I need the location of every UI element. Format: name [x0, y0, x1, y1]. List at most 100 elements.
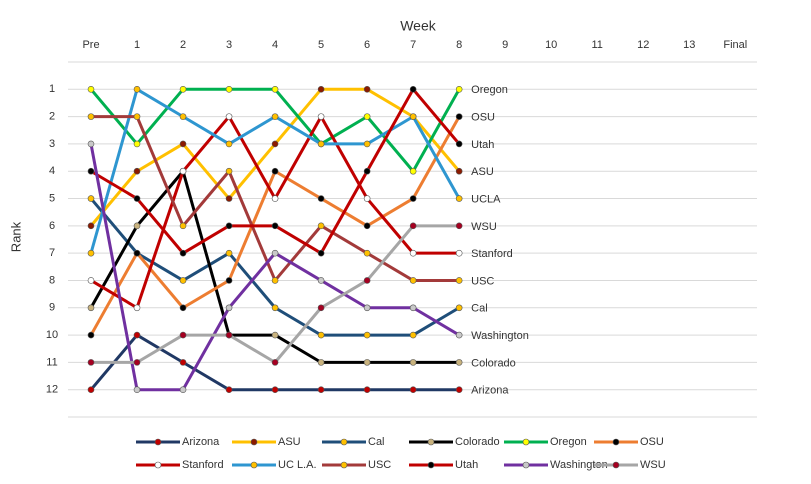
point-marker — [133, 304, 141, 312]
point-marker — [409, 331, 417, 339]
point-marker — [271, 167, 279, 175]
point-marker — [455, 304, 463, 312]
point-marker — [87, 386, 95, 393]
legend-marker — [612, 438, 620, 446]
legend-label: Stanford — [182, 459, 224, 471]
point-marker — [179, 140, 187, 148]
point-marker — [179, 386, 187, 393]
end-label: Stanford — [471, 248, 513, 260]
y-tick-label: 12 — [46, 384, 58, 396]
point-marker — [133, 195, 141, 202]
x-tick-label: 5 — [318, 39, 324, 51]
point-marker — [133, 86, 141, 93]
point-marker — [317, 222, 325, 230]
point-marker — [363, 222, 371, 230]
point-marker — [179, 304, 187, 312]
point-marker — [133, 113, 141, 120]
x-tick-label: 6 — [364, 39, 370, 51]
point-marker — [409, 304, 417, 312]
point-marker — [271, 277, 279, 284]
x-tick-label: 3 — [226, 39, 232, 51]
point-marker — [179, 331, 187, 339]
x-tick-label: 11 — [592, 39, 603, 51]
legend-marker — [250, 438, 258, 446]
point-marker — [87, 249, 95, 257]
point-marker — [409, 359, 417, 366]
x-tick-label: 9 — [502, 39, 508, 51]
y-tick-label: 10 — [46, 329, 58, 341]
point-marker — [87, 140, 95, 148]
legend-item: Washington — [504, 459, 608, 471]
legend-label: WSU — [640, 459, 666, 471]
legend-marker — [250, 461, 258, 469]
legend-label: USC — [368, 459, 391, 471]
point-marker — [133, 140, 141, 148]
point-marker — [455, 331, 463, 339]
end-label: Arizona — [471, 385, 509, 397]
point-marker — [133, 167, 141, 175]
series-line — [89, 87, 461, 173]
point-marker — [225, 331, 233, 339]
legend-label: Colorado — [455, 436, 500, 448]
y-tick-label: 5 — [49, 192, 55, 204]
y-tick-label: 7 — [49, 247, 55, 259]
point-marker — [317, 86, 325, 93]
point-marker — [455, 140, 463, 148]
point-marker — [363, 304, 371, 312]
point-marker — [409, 195, 417, 202]
legend-label: Cal — [368, 436, 385, 448]
point-marker — [87, 195, 95, 202]
legend-marker — [427, 438, 435, 446]
y-tick-label: 8 — [49, 274, 55, 286]
point-marker — [179, 359, 187, 366]
point-marker — [133, 386, 141, 393]
point-marker — [363, 359, 371, 366]
x-tick-label: 1 — [134, 39, 140, 51]
end-label: UCLA — [471, 193, 501, 205]
x-tick-label: 4 — [272, 39, 278, 51]
x-axis-title: Week — [400, 18, 437, 34]
legend-marker — [154, 461, 162, 469]
point-marker — [409, 113, 417, 120]
point-marker — [317, 386, 325, 393]
legend-label: Washington — [550, 459, 608, 471]
series-line — [89, 197, 460, 337]
end-label: Washington — [471, 330, 529, 342]
legend-item: Arizona — [136, 436, 220, 448]
point-marker — [409, 386, 417, 393]
point-marker — [179, 249, 187, 257]
point-marker — [87, 331, 95, 339]
point-marker — [317, 113, 325, 120]
legend-item: Stanford — [136, 459, 224, 471]
point-marker — [225, 249, 233, 257]
point-marker — [225, 86, 233, 93]
x-tick-label: Pre — [82, 39, 99, 51]
legend-item: USC — [322, 459, 391, 471]
legend-label: ASU — [278, 436, 301, 448]
point-marker — [455, 86, 463, 93]
point-marker — [87, 113, 95, 120]
point-marker — [363, 331, 371, 339]
y-tick-label: 1 — [49, 83, 55, 95]
end-label: OSU — [471, 112, 495, 124]
point-marker — [363, 195, 371, 202]
end-label: Utah — [471, 139, 494, 151]
point-marker — [409, 167, 417, 175]
point-marker — [363, 86, 371, 93]
legend-item: WSU — [594, 459, 666, 471]
point-marker — [455, 167, 463, 175]
point-marker — [363, 249, 371, 257]
point-marker — [455, 222, 463, 230]
point-marker — [179, 277, 187, 284]
x-tick-label: 2 — [180, 39, 186, 51]
end-label: USC — [471, 275, 494, 287]
point-marker — [87, 167, 95, 175]
point-marker — [271, 386, 279, 393]
point-marker — [225, 386, 233, 393]
point-marker — [179, 167, 187, 175]
point-marker — [225, 222, 233, 230]
point-marker — [271, 359, 279, 366]
legend-label: Arizona — [182, 436, 220, 448]
legend-marker — [522, 461, 530, 469]
point-marker — [225, 113, 233, 120]
